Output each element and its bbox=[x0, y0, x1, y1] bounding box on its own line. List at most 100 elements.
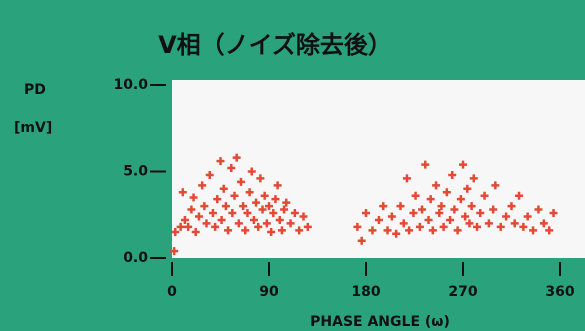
point bbox=[467, 202, 476, 211]
point bbox=[510, 219, 519, 228]
point bbox=[473, 222, 482, 231]
point bbox=[290, 209, 299, 218]
point bbox=[529, 226, 538, 235]
point bbox=[221, 202, 230, 211]
point bbox=[194, 212, 203, 221]
point bbox=[362, 209, 370, 218]
point bbox=[437, 202, 446, 211]
point bbox=[205, 170, 214, 179]
point bbox=[239, 202, 248, 211]
point bbox=[405, 226, 414, 235]
point bbox=[236, 177, 245, 186]
point bbox=[396, 202, 405, 211]
point bbox=[208, 209, 217, 218]
point bbox=[489, 205, 498, 214]
point bbox=[459, 160, 467, 169]
point bbox=[448, 170, 457, 179]
point bbox=[515, 191, 524, 200]
point bbox=[178, 188, 187, 197]
point bbox=[227, 164, 236, 173]
point bbox=[465, 219, 474, 228]
point bbox=[234, 219, 243, 228]
point bbox=[184, 222, 193, 231]
point bbox=[476, 209, 485, 218]
point bbox=[357, 236, 366, 245]
chart-title: V相（ノイズ除去後） bbox=[158, 31, 392, 59]
point bbox=[228, 209, 237, 218]
point bbox=[252, 198, 261, 207]
y-tick-label: 0.0 bbox=[123, 250, 148, 266]
point bbox=[198, 181, 207, 190]
x-tick-label: 180 bbox=[351, 284, 380, 300]
point bbox=[446, 215, 455, 224]
point bbox=[286, 219, 295, 228]
point bbox=[379, 202, 388, 211]
point bbox=[180, 215, 189, 224]
point bbox=[243, 209, 252, 218]
x-tick-label: 0 bbox=[167, 284, 177, 300]
point bbox=[456, 195, 465, 204]
point bbox=[496, 222, 505, 231]
point bbox=[519, 222, 528, 231]
y-label: PD bbox=[24, 82, 46, 98]
plot-area bbox=[172, 80, 585, 258]
point bbox=[450, 205, 459, 214]
point bbox=[442, 188, 451, 197]
point bbox=[424, 215, 433, 224]
point bbox=[275, 215, 284, 224]
point bbox=[232, 153, 241, 162]
point bbox=[461, 212, 470, 221]
point bbox=[258, 205, 267, 214]
point bbox=[549, 209, 558, 218]
point bbox=[211, 222, 220, 231]
x-label: PHASE ANGLE (ω) bbox=[310, 314, 450, 330]
point bbox=[491, 181, 500, 190]
point bbox=[202, 219, 211, 228]
point bbox=[249, 215, 258, 224]
point bbox=[502, 212, 511, 221]
point bbox=[282, 198, 291, 207]
point bbox=[453, 226, 462, 235]
point bbox=[539, 219, 548, 228]
y-label: [mV] bbox=[14, 120, 52, 136]
point bbox=[256, 174, 265, 183]
point bbox=[421, 160, 430, 169]
point bbox=[368, 226, 377, 235]
point bbox=[280, 205, 289, 214]
point bbox=[230, 191, 239, 200]
point bbox=[435, 209, 444, 218]
point bbox=[265, 202, 273, 211]
point bbox=[241, 226, 250, 235]
point bbox=[224, 226, 233, 235]
point bbox=[254, 222, 263, 231]
point bbox=[191, 228, 200, 237]
point bbox=[271, 195, 280, 204]
point bbox=[463, 184, 472, 193]
point bbox=[213, 195, 222, 204]
point bbox=[402, 174, 411, 183]
x-tick-label: 90 bbox=[259, 284, 279, 300]
y-tick-label: 10.0 bbox=[113, 77, 148, 93]
point bbox=[187, 205, 196, 214]
point bbox=[299, 212, 308, 221]
point bbox=[217, 215, 226, 224]
point bbox=[418, 205, 427, 214]
point bbox=[374, 215, 383, 224]
point bbox=[484, 219, 493, 228]
point bbox=[383, 226, 392, 235]
point bbox=[267, 228, 276, 237]
point bbox=[262, 219, 271, 228]
point bbox=[200, 202, 209, 211]
point bbox=[176, 222, 185, 231]
point bbox=[247, 167, 256, 176]
point bbox=[480, 191, 489, 200]
point bbox=[523, 212, 532, 221]
point bbox=[399, 219, 408, 228]
point bbox=[277, 226, 286, 235]
x-tick-label: 270 bbox=[448, 284, 477, 300]
point bbox=[216, 157, 225, 166]
point bbox=[189, 193, 198, 202]
point bbox=[219, 184, 228, 193]
point bbox=[411, 191, 420, 200]
